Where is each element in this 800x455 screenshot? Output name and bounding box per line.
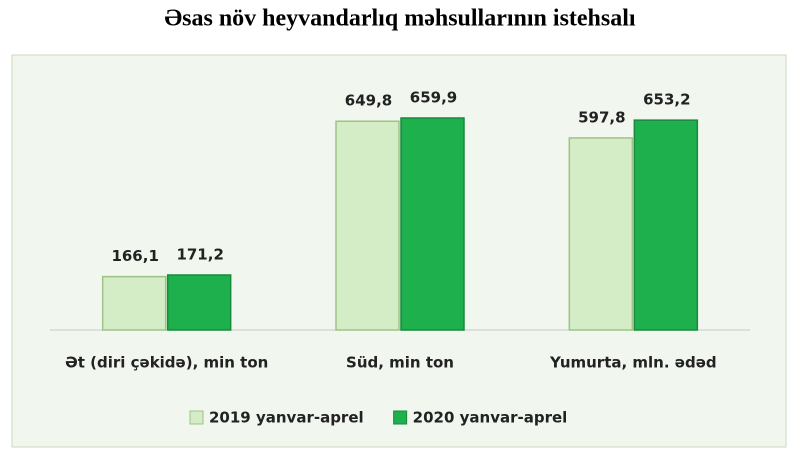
bar	[101, 275, 167, 331]
data-label: 649,8	[345, 92, 392, 110]
data-label: 653,2	[643, 91, 690, 109]
legend-label: 2019 yanvar-aprel	[209, 409, 364, 427]
x-tick-label: Süd, min ton	[346, 354, 454, 372]
data-label: 659,9	[410, 89, 457, 107]
bar	[633, 119, 699, 331]
bar	[335, 120, 400, 331]
data-label: 166,1	[111, 247, 158, 265]
x-tick-label: Ət (diri çəkidə), min ton	[65, 354, 268, 372]
data-label: 597,8	[578, 108, 625, 126]
bar	[166, 274, 232, 331]
legend-swatch	[189, 410, 204, 425]
legend-swatch	[393, 410, 408, 425]
bar	[568, 137, 634, 331]
legend-label: 2020 yanvar-aprel	[413, 409, 568, 427]
data-label: 171,2	[176, 246, 223, 264]
bar	[400, 117, 465, 331]
x-tick-label: Yumurta, mln. ədəd	[549, 354, 717, 372]
chart-title: Əsas növ heyvandarlıq məhsullarının iste…	[164, 6, 635, 32]
